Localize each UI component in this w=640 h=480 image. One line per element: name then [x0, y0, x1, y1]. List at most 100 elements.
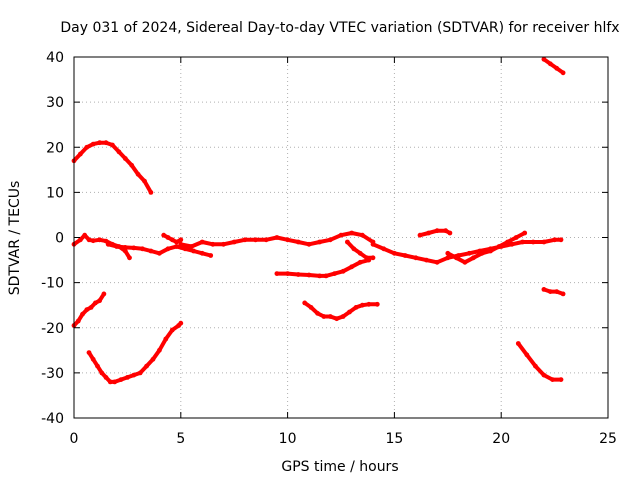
data-point — [182, 246, 188, 252]
data-point — [127, 255, 132, 261]
data-point — [323, 273, 329, 279]
data-point — [360, 232, 365, 238]
data-point — [163, 336, 169, 342]
series-line-arc-15 — [541, 287, 566, 296]
data-point — [95, 363, 100, 369]
data-point — [103, 140, 109, 146]
data-point — [78, 151, 83, 157]
data-point — [86, 350, 92, 355]
data-point — [107, 379, 113, 385]
data-point — [552, 237, 557, 243]
data-point — [78, 237, 83, 243]
data-point — [533, 363, 538, 369]
data-point — [522, 230, 528, 236]
data-point — [558, 237, 564, 243]
data-point — [161, 232, 167, 238]
data-point — [370, 241, 376, 247]
data-point — [118, 377, 124, 382]
data-point — [445, 250, 451, 256]
data-point — [140, 246, 145, 252]
data-point — [496, 244, 502, 249]
data-point — [332, 271, 337, 276]
data-point — [424, 257, 429, 263]
data-point — [417, 232, 423, 238]
data-point — [445, 255, 451, 261]
data-point — [231, 239, 237, 245]
data-point — [242, 237, 248, 243]
data-point — [426, 230, 431, 236]
x-tick-label: 10 — [279, 431, 297, 447]
data-point — [345, 239, 350, 245]
data-series — [71, 56, 566, 385]
data-point — [263, 237, 269, 243]
data-point — [541, 239, 547, 245]
data-point — [101, 291, 107, 297]
series-line-arc-9 — [274, 258, 371, 278]
data-point — [302, 300, 308, 306]
data-point — [340, 314, 346, 319]
data-point — [178, 237, 184, 243]
y-tick-label: 10 — [46, 185, 64, 201]
data-point — [274, 271, 280, 276]
series-line-arc-16 — [541, 57, 566, 75]
data-point — [150, 356, 156, 362]
data-point — [178, 241, 184, 247]
data-point — [357, 259, 363, 265]
data-point — [93, 300, 98, 306]
data-point — [509, 241, 515, 247]
x-tick-label: 5 — [176, 431, 185, 447]
data-point — [524, 352, 530, 358]
data-point — [80, 311, 85, 317]
data-point — [114, 244, 120, 249]
data-point — [541, 287, 547, 292]
data-point — [434, 228, 440, 234]
data-point — [122, 245, 128, 250]
data-point — [447, 230, 453, 236]
data-point — [413, 255, 419, 261]
data-point — [349, 264, 355, 270]
series-line-arc-1 — [72, 140, 153, 195]
data-point — [554, 289, 560, 294]
data-point — [402, 253, 408, 258]
data-point — [547, 289, 553, 294]
data-point — [174, 239, 179, 245]
data-point — [317, 273, 322, 279]
data-point — [351, 246, 357, 252]
data-point — [169, 327, 175, 333]
data-point — [370, 255, 376, 261]
data-point — [550, 377, 555, 382]
data-point — [366, 301, 372, 307]
data-point — [321, 314, 327, 319]
data-point — [97, 237, 102, 243]
data-point — [165, 235, 171, 240]
data-point — [135, 171, 141, 177]
data-point — [86, 237, 92, 243]
data-point — [88, 305, 94, 310]
data-point — [443, 228, 449, 234]
data-point — [129, 162, 135, 168]
data-point — [515, 341, 521, 346]
data-point — [479, 250, 485, 256]
data-point — [327, 314, 333, 319]
x-tick-label: 25 — [599, 431, 617, 447]
data-point — [327, 237, 333, 243]
data-point — [471, 255, 476, 261]
data-point — [97, 298, 102, 304]
y-tick-label: 30 — [46, 95, 64, 111]
data-point — [353, 305, 359, 310]
data-point — [178, 320, 184, 326]
data-point — [116, 149, 122, 155]
x-axis-title: GPS time / hours — [281, 459, 398, 475]
data-point — [357, 250, 363, 256]
data-point — [82, 232, 88, 238]
data-point — [541, 56, 547, 62]
axes: 0 5 10 15 20 25 -40 -30 -20 -10 0 10 20 30 40 — [41, 50, 617, 447]
data-point — [360, 302, 365, 308]
data-point — [148, 248, 154, 254]
y-axis-title: SDTVAR / TECUs — [7, 181, 23, 296]
data-point — [560, 291, 566, 297]
data-point — [541, 372, 547, 378]
data-point — [191, 248, 197, 254]
data-point — [144, 363, 150, 369]
